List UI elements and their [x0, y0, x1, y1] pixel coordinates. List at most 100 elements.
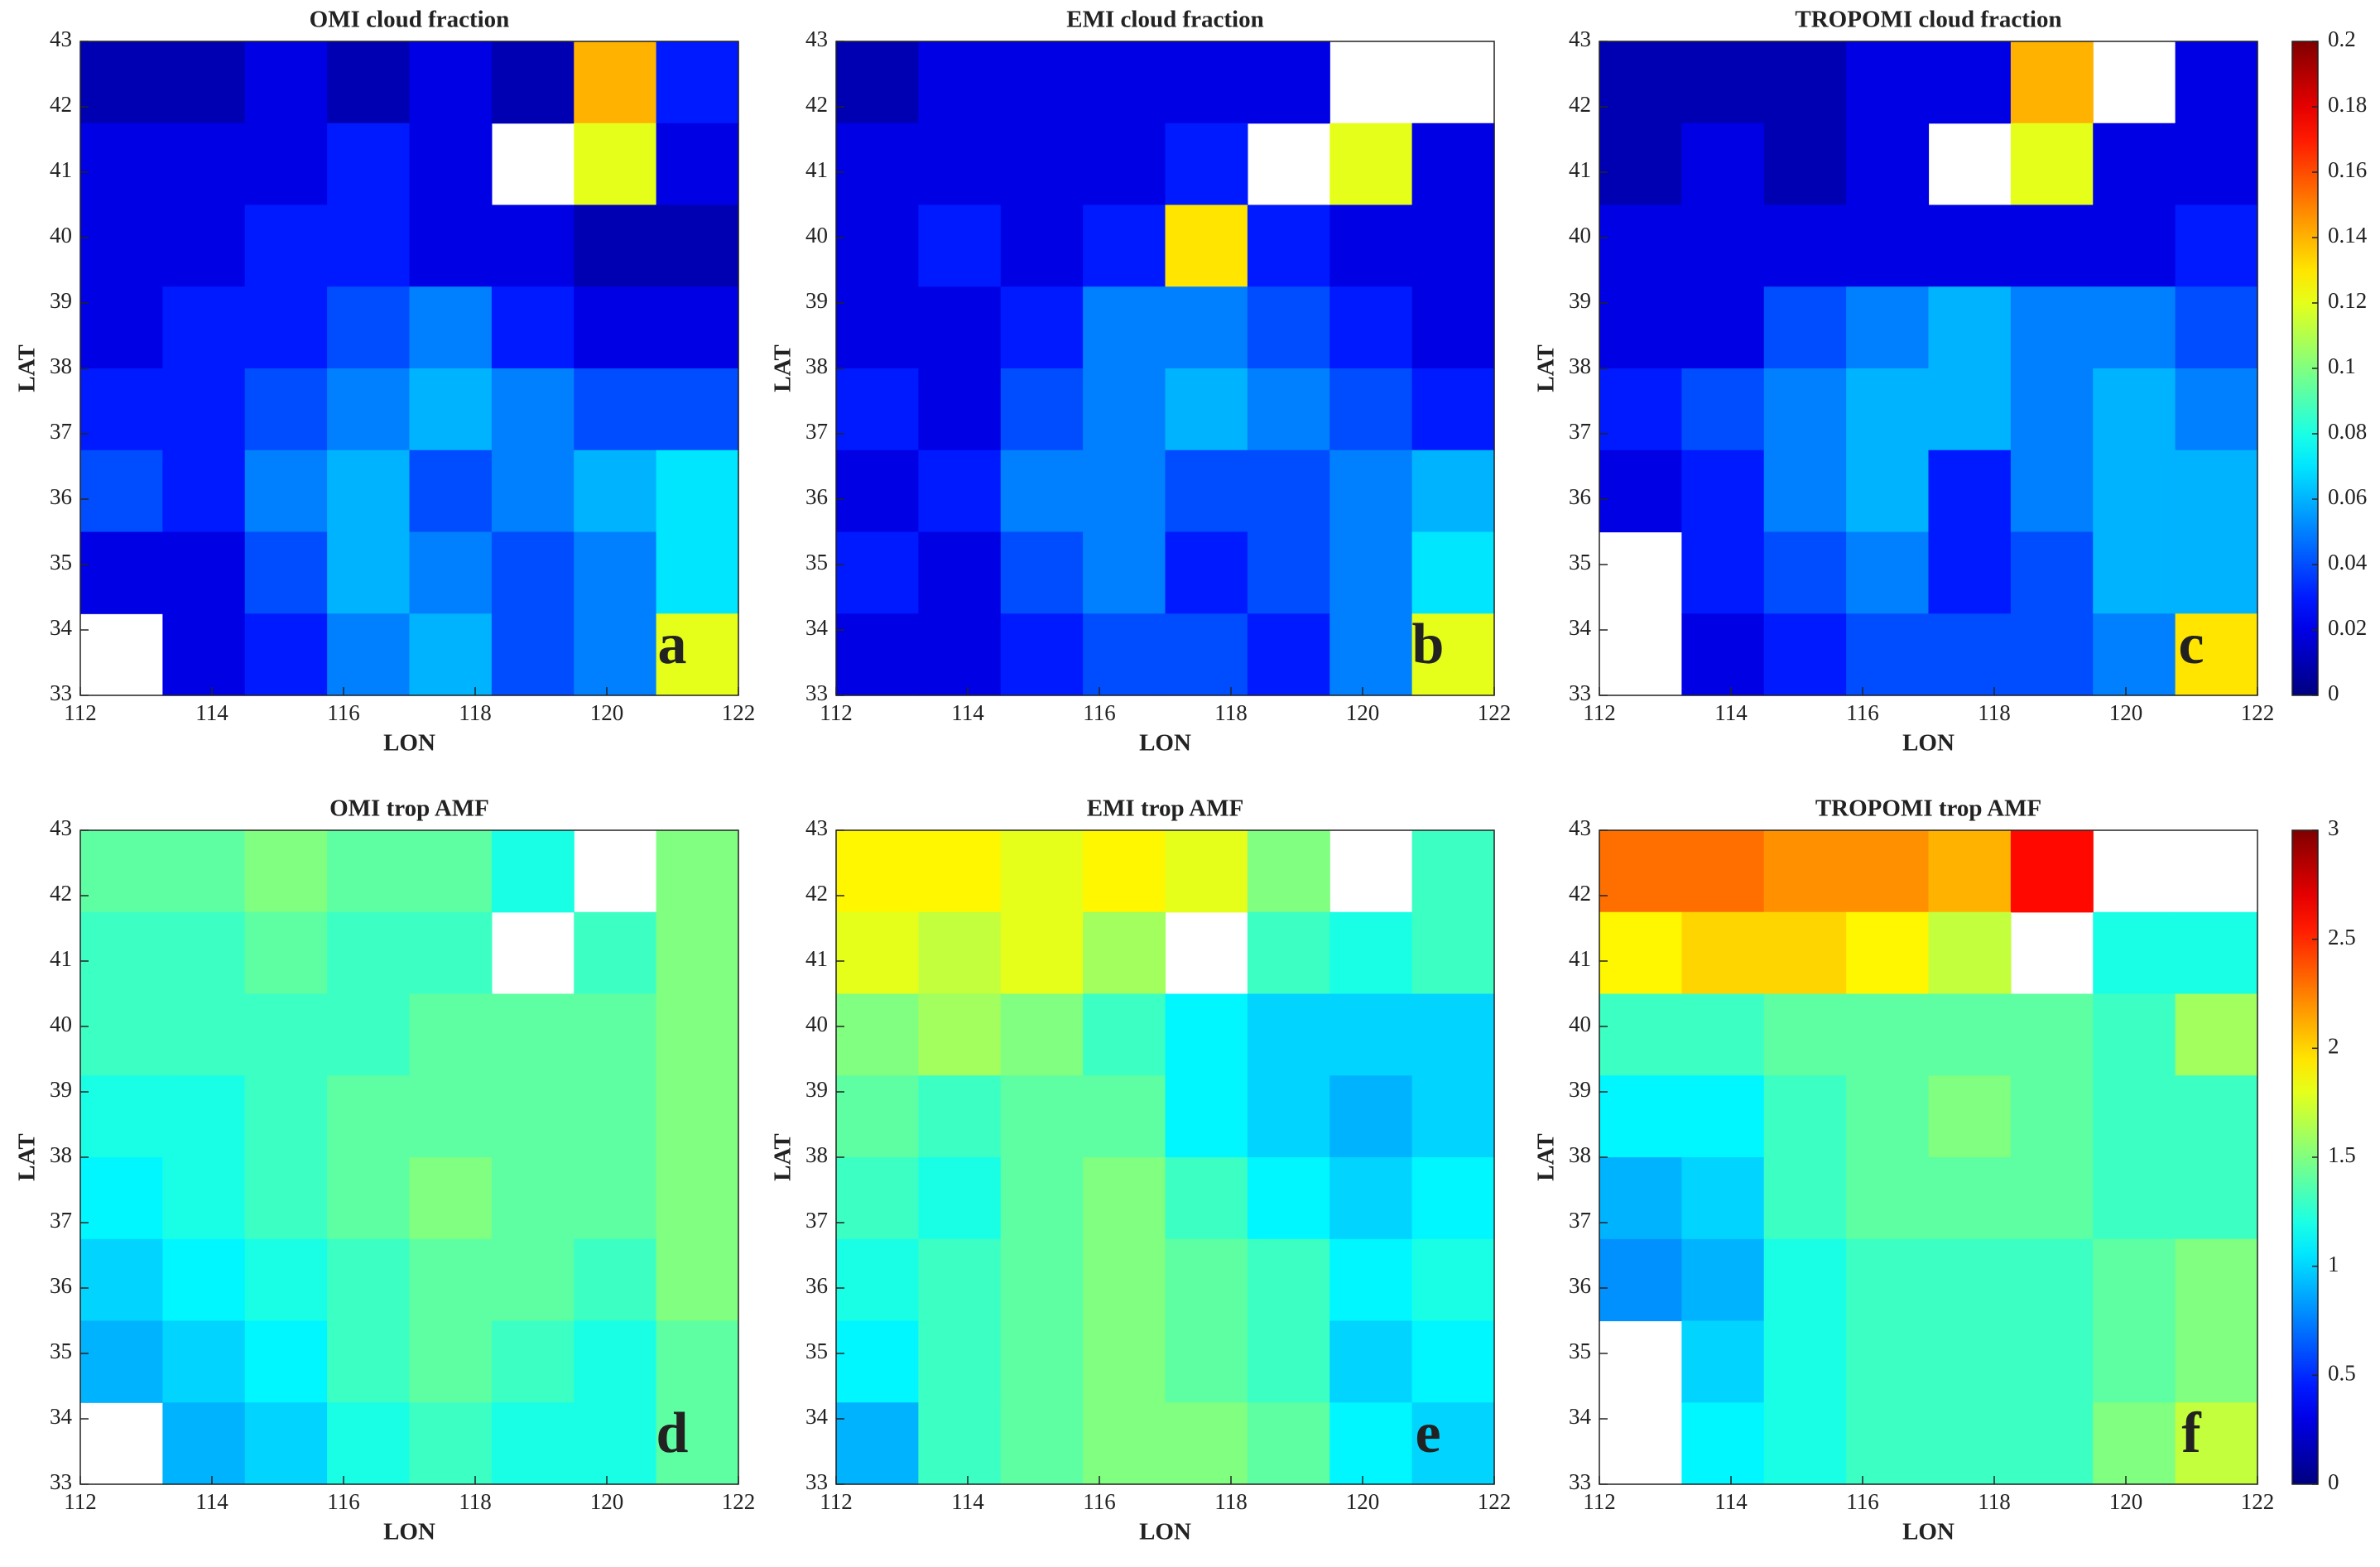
heatmap-cell	[656, 204, 739, 287]
heatmap-cell	[1599, 911, 1682, 995]
heatmap-cell	[80, 123, 163, 206]
colorbar-tick-label: 1.5	[2328, 1142, 2356, 1167]
y-tick-label: 41	[805, 946, 828, 971]
heatmap-cell	[1000, 449, 1084, 533]
heatmap-cell	[1083, 1238, 1166, 1322]
heatmap-cell	[836, 613, 919, 696]
y-tick-label: 42	[1569, 92, 1591, 117]
y-tick-label: 40	[805, 223, 828, 248]
x-tick-label: 122	[1478, 1489, 1512, 1514]
heatmap-cell	[1329, 613, 1413, 696]
heatmap-cell	[1599, 41, 1682, 124]
heatmap-cell	[1165, 993, 1248, 1076]
heatmap-cell	[1083, 531, 1166, 614]
x-tick-label: 112	[64, 700, 97, 725]
panel-title: OMI cloud fraction	[310, 7, 510, 33]
colorbar-tick-label: 3	[2328, 815, 2339, 840]
x-tick-label: 120	[2109, 1489, 2143, 1514]
heatmap-cell	[327, 286, 411, 369]
heatmap-cell	[1681, 1320, 1765, 1403]
x-tick-label: 114	[1714, 700, 1748, 725]
y-axis-label: LAT	[14, 344, 41, 392]
heatmap-cell	[836, 1402, 919, 1485]
heatmap-cell	[574, 1075, 657, 1158]
heatmap-cell	[2175, 41, 2258, 124]
heatmap-cell	[1763, 613, 1847, 696]
heatmap-cell	[80, 911, 163, 995]
heatmap-cell	[1928, 1075, 2012, 1158]
heatmap-cell	[918, 286, 1002, 369]
heatmap-cell	[836, 911, 919, 995]
heatmap-cell	[1928, 286, 2012, 369]
y-tick-label: 35	[50, 550, 72, 574]
y-tick-label: 37	[50, 1208, 72, 1233]
x-tick-label: 118	[459, 1489, 492, 1514]
x-axis-label: LON	[1902, 730, 1954, 757]
heatmap-cell	[1928, 449, 2012, 533]
heatmap-cell	[1247, 1320, 1330, 1403]
heatmap-cell	[1083, 1320, 1166, 1403]
heatmap-cell	[574, 993, 657, 1076]
heatmap-cell	[2175, 1157, 2258, 1240]
heatmap-cell	[327, 993, 411, 1076]
x-tick-label: 114	[951, 1489, 984, 1514]
y-tick-label: 36	[1569, 1273, 1591, 1298]
heatmap-cell	[2175, 1238, 2258, 1322]
x-tick-label: 120	[1346, 1489, 1380, 1514]
heatmap-cell	[836, 531, 919, 614]
x-tick-label: 118	[459, 700, 492, 725]
y-tick-label: 39	[805, 288, 828, 313]
x-tick-label: 122	[2241, 700, 2275, 725]
y-tick-label: 35	[805, 1339, 828, 1363]
heatmap-cell	[2010, 1075, 2094, 1158]
heatmap-cell	[836, 286, 919, 369]
y-tick-label: 34	[50, 615, 73, 640]
y-tick-label: 38	[805, 353, 828, 378]
heatmap-cell	[1165, 1402, 1248, 1485]
heatmap-cell	[491, 449, 575, 533]
heatmap-cell	[1000, 1075, 1084, 1158]
heatmap-cell	[656, 1157, 739, 1240]
heatmap-cell	[1411, 204, 1495, 287]
heatmap-cell	[2093, 1238, 2176, 1322]
heatmap-cell	[1928, 1238, 2012, 1322]
heatmap-cell	[574, 613, 657, 696]
heatmap-cell	[836, 830, 919, 913]
x-tick-label: 118	[1214, 700, 1248, 725]
heatmap-cell	[1763, 123, 1847, 206]
heatmap-cell	[574, 1320, 657, 1403]
heatmap-cell	[327, 123, 411, 206]
colorbar-tick-label: 1	[2328, 1252, 2339, 1276]
heatmap-cell	[1928, 1157, 2012, 1240]
x-tick-label: 122	[722, 1489, 756, 1514]
heatmap-cell	[1411, 830, 1495, 913]
heatmap-cell	[1846, 123, 1930, 206]
heatmap-cell	[162, 123, 246, 206]
heatmap-cell	[2093, 1402, 2176, 1485]
x-tick-label: 118	[1214, 1489, 1248, 1514]
heatmap-cell	[2093, 613, 2176, 696]
heatmap-cell	[2175, 1402, 2258, 1485]
heatmap-cell	[1165, 286, 1248, 369]
heatmap-cell	[2175, 613, 2258, 696]
x-tick-label: 118	[1978, 700, 2011, 725]
heatmap-cell	[491, 1157, 575, 1240]
heatmap-cell	[80, 41, 163, 124]
heatmap-cell	[244, 1075, 328, 1158]
heatmap-cell	[1000, 1238, 1084, 1322]
x-axis-label: LON	[1902, 1519, 1954, 1545]
heatmap-cell	[1000, 830, 1084, 913]
heatmap-cell	[491, 1402, 575, 1485]
heatmap-cell	[1000, 1157, 1084, 1240]
heatmap-cell	[1411, 531, 1495, 614]
heatmap-cell	[918, 613, 1002, 696]
heatmap-cell	[2010, 123, 2094, 206]
y-axis-label: LAT	[770, 344, 796, 392]
heatmap-cell	[1411, 613, 1495, 696]
heatmap-cell	[80, 1075, 163, 1158]
heatmap-cell	[1247, 41, 1330, 124]
heatmap-cell	[1928, 1320, 2012, 1403]
heatmap-cell	[80, 1320, 163, 1403]
x-axis-label: LON	[1139, 730, 1191, 757]
heatmap-cell	[1411, 1075, 1495, 1158]
